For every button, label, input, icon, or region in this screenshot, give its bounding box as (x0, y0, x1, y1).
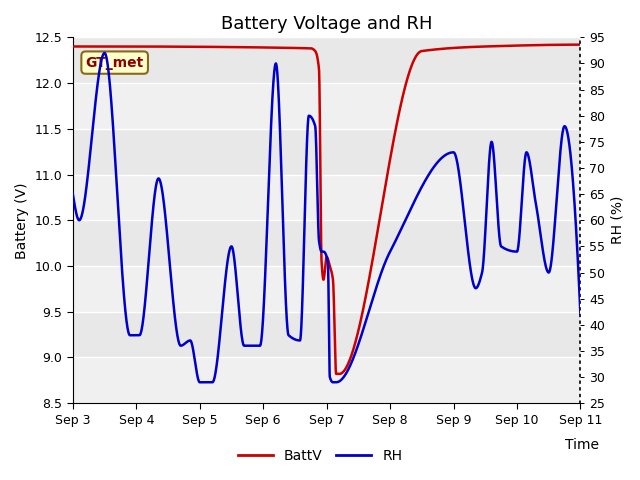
Bar (73, 175, 580, 220)
Title: Battery Voltage and RH: Battery Voltage and RH (221, 15, 433, 33)
Bar (73, 83, 580, 129)
Bar (73, 358, 580, 403)
Text: GT_met: GT_met (86, 56, 144, 70)
Legend: BattV, RH: BattV, RH (232, 443, 408, 468)
Text: Time: Time (565, 438, 600, 452)
Bar (73, 266, 580, 312)
Y-axis label: RH (%): RH (%) (611, 196, 625, 244)
Y-axis label: Battery (V): Battery (V) (15, 182, 29, 259)
